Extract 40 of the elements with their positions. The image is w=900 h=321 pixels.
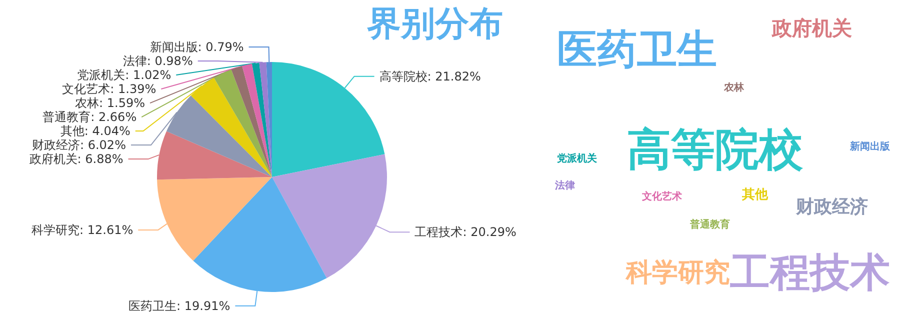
data-label: : 0.98% [146,54,193,68]
data-label: : 21.82% [427,69,481,84]
slice-label: 财政经济 [32,138,80,152]
slice-label: 其他 [60,124,84,138]
category-label: 科学研究 [625,258,730,288]
category-label: 普通教育 [689,218,730,230]
data-label: : 12.61% [80,222,134,237]
slice-label: 科学研究 [32,222,80,237]
data-label: : 1.59% [99,96,146,110]
data-label: : 6.88% [77,152,124,166]
slice-label: 党派机关 [77,68,126,82]
slice-label: 法律 [122,54,147,68]
category-label: 党派机关 [556,152,598,164]
slice-label: 新闻出版 [150,40,198,54]
category-label: 政府机关 [771,16,852,40]
category-label: 法律 [554,180,575,192]
slice-label: 工程技术 [414,225,463,240]
data-label: : 2.66% [90,110,137,124]
slice-label: 医药卫生 [128,298,177,313]
category-label: 新闻出版 [849,140,891,152]
category-label: 工程技术 [730,250,890,296]
data-label: : 20.29% [462,225,516,240]
data-label: : 1.39% [110,82,156,96]
data-label: : 1.02% [125,68,172,82]
slice-label: 政府机关 [29,152,78,166]
slice-label: 普通教育 [42,110,91,124]
slice-label: 文化艺术 [62,82,110,96]
category-label: 医药卫生 [557,27,717,73]
category-label: 高等院校 [627,124,804,176]
category-label: 农林 [723,82,745,94]
data-label: : 0.79% [198,40,244,54]
data-label: : 4.04% [84,124,130,138]
data-label: : 6.02% [80,138,126,152]
category-label: 其他 [741,188,769,202]
category-label: 财政经济 [795,196,868,218]
category-label: 文化艺术 [641,190,683,202]
slice-label: 高等院校 [379,69,428,84]
chart-title: 界别分布 [366,4,503,44]
slice-label: 农林 [75,96,100,110]
data-label: : 19.91% [176,298,230,313]
